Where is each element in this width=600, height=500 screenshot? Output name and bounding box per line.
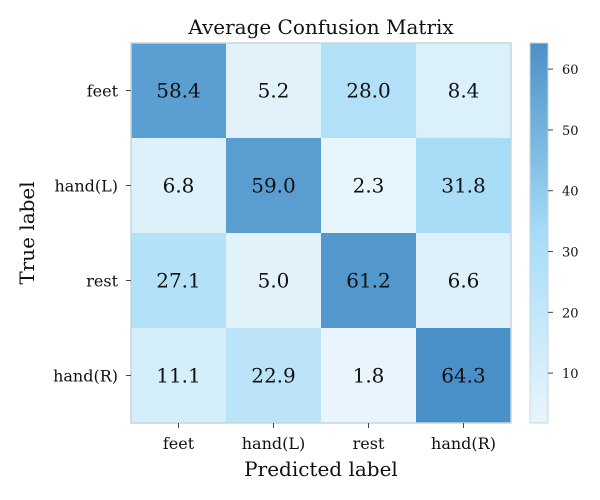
x-tick-labels: feet hand(L) rest hand(R) <box>163 423 496 453</box>
heatmap-cell <box>416 233 511 328</box>
cell-value-label: 8.4 <box>448 79 480 103</box>
chart-title: Average Confusion Matrix <box>187 15 454 39</box>
heatmap-cell <box>131 43 226 138</box>
colorbar-tick-label: 30 <box>562 246 579 261</box>
heatmap-cell <box>416 138 511 233</box>
y-tick-label: feet <box>87 82 119 101</box>
cell-value-label: 64.3 <box>441 364 486 388</box>
heatmap-cell <box>321 328 416 423</box>
heatmap-cell <box>321 233 416 328</box>
heatmap-cell <box>226 328 321 423</box>
colorbar-tick-label: 10 <box>562 367 579 382</box>
x-tick-label: feet <box>163 434 195 453</box>
heatmap-cell <box>226 43 321 138</box>
y-tick-labels: feet hand(L) rest hand(R) <box>53 82 131 386</box>
cell-value-label: 59.0 <box>251 174 296 198</box>
heatmap-cells: 58.4 5.2 28.0 8.4 6.8 59.0 2.3 31.8 27.1 5.0 61.2 6… <box>131 43 511 423</box>
cell-value-label: 28.0 <box>346 79 391 103</box>
cell-value-label: 22.9 <box>251 364 296 388</box>
colorbar-ticks: 10 20 30 40 50 60 <box>548 63 579 382</box>
x-tick-label: rest <box>353 434 385 453</box>
heatmap-cell <box>321 43 416 138</box>
x-tick-label: hand(R) <box>431 434 496 453</box>
colorbar-tick-label: 60 <box>562 63 579 78</box>
x-tick-label: hand(L) <box>242 434 306 453</box>
y-axis-label: True label <box>15 181 39 284</box>
x-axis-label: Predicted label <box>244 457 398 481</box>
cell-value-label: 61.2 <box>346 269 391 293</box>
y-tick-label: hand(L) <box>55 177 119 196</box>
cell-value-label: 27.1 <box>156 269 201 293</box>
cell-value-label: 5.0 <box>258 269 290 293</box>
heatmap-cell <box>131 138 226 233</box>
heatmap-cell <box>131 233 226 328</box>
y-tick-label: hand(R) <box>53 367 118 386</box>
heatmap-cell <box>226 233 321 328</box>
cell-value-label: 11.1 <box>156 364 201 388</box>
heatmap-cell <box>416 328 511 423</box>
colorbar-tick-label: 40 <box>562 185 579 200</box>
cell-value-label: 2.3 <box>353 174 385 198</box>
cell-value-label: 31.8 <box>441 174 486 198</box>
cell-value-label: 58.4 <box>156 79 201 103</box>
colorbar <box>529 42 549 424</box>
heatmap-cell <box>321 138 416 233</box>
cell-value-label: 6.6 <box>448 269 480 293</box>
cell-value-label: 5.2 <box>258 79 290 103</box>
heatmap-cell <box>226 138 321 233</box>
y-tick-label: rest <box>86 272 118 291</box>
cell-value-label: 1.8 <box>353 364 385 388</box>
cell-value-label: 6.8 <box>163 174 195 198</box>
heatmap-cell <box>131 328 226 423</box>
colorbar-tick-label: 50 <box>562 124 579 139</box>
plot-frame <box>130 42 512 424</box>
heatmap-cell <box>416 43 511 138</box>
colorbar-tick-label: 20 <box>562 306 579 321</box>
